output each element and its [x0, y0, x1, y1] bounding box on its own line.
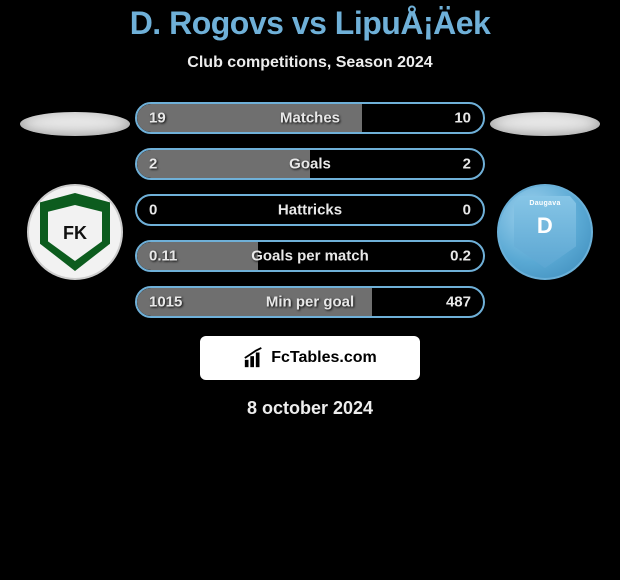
stat-value-left: 2	[149, 156, 157, 173]
stat-fill-left	[137, 150, 310, 178]
left-player-oval	[20, 112, 130, 136]
right-player-oval	[490, 112, 600, 136]
stat-value-left: 19	[149, 110, 166, 127]
stat-pill: 1015 Min per goal 487	[135, 286, 485, 318]
left-team-badge: FK	[27, 184, 123, 280]
stat-label: Min per goal	[266, 294, 354, 311]
stat-value-right: 487	[446, 294, 471, 311]
stat-label: Hattricks	[278, 202, 342, 219]
right-team-abbrev: D	[537, 213, 553, 239]
stat-value-right: 0	[463, 202, 471, 219]
date-text: 8 october 2024	[0, 398, 620, 419]
shield-icon: Daugava D	[514, 196, 576, 268]
stat-label: Goals	[289, 156, 331, 173]
stat-value-left: 0	[149, 202, 157, 219]
stat-label: Matches	[280, 110, 340, 127]
brand-logo[interactable]: FcTables.com	[200, 336, 420, 380]
stat-value-right: 2	[463, 156, 471, 173]
subtitle: Club competitions, Season 2024	[0, 54, 620, 72]
stats-column: 19 Matches 10 2 Goals 2 0 Hattricks 0 0.11 Goals p…	[135, 102, 485, 318]
stat-value-right: 0.2	[450, 248, 471, 265]
brand-label: FcTables.com	[271, 349, 377, 367]
stat-value-left: 1015	[149, 294, 182, 311]
right-team-badge: Daugava D	[497, 184, 593, 280]
stat-pill: 0.11 Goals per match 0.2	[135, 240, 485, 272]
stat-value-left: 0.11	[149, 248, 177, 265]
page-title: D. Rogovs vs LipuÅ¡Äek	[0, 5, 620, 42]
right-player-col: Daugava D	[485, 102, 605, 280]
stat-label: Goals per match	[251, 248, 369, 265]
left-player-col: FK	[15, 102, 135, 280]
bar-chart-icon	[243, 347, 265, 369]
stat-pill: 0 Hattricks 0	[135, 194, 485, 226]
stat-pill: 2 Goals 2	[135, 148, 485, 180]
right-team-name: Daugava	[529, 200, 560, 207]
stat-value-right: 10	[454, 110, 471, 127]
stat-pill: 19 Matches 10	[135, 102, 485, 134]
